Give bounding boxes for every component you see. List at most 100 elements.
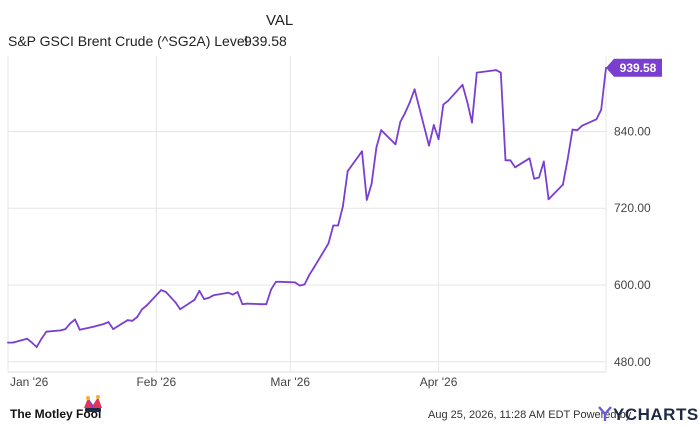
data-point xyxy=(174,301,177,304)
data-point xyxy=(208,296,210,299)
data-point xyxy=(538,176,540,179)
data-point xyxy=(480,71,483,73)
data-point xyxy=(533,177,536,180)
data-point xyxy=(399,120,402,123)
data-point xyxy=(102,323,105,325)
x-tick-label: Feb '26 xyxy=(136,375,176,389)
data-point xyxy=(74,318,76,321)
data-point xyxy=(112,328,115,331)
legend-series-value: 939.58 xyxy=(244,33,287,49)
data-point xyxy=(327,242,330,245)
legend-column-header: VAL xyxy=(266,12,294,29)
data-point xyxy=(93,325,96,328)
data-point xyxy=(313,266,316,268)
footer: Aug 25, 2026, 11:28 AM EDT Powered by YC… xyxy=(0,404,700,424)
data-point xyxy=(413,88,416,91)
line-chart: Jan '26 Feb '26 Mar '26 Apr '26 480.00 600.00… xyxy=(7,56,662,389)
data-point xyxy=(107,321,110,324)
data-point xyxy=(164,291,167,293)
motley-fool-logo-text: The Motley Fool xyxy=(10,407,102,421)
data-point xyxy=(308,273,311,276)
y-tick-label: 600.00 xyxy=(614,278,651,292)
data-point xyxy=(509,159,512,162)
data-point xyxy=(294,281,296,284)
data-point xyxy=(404,112,406,114)
data-point xyxy=(131,319,134,322)
last-value-badge: 939.58 xyxy=(606,58,662,77)
data-point xyxy=(499,71,502,74)
data-point xyxy=(437,138,440,141)
data-point xyxy=(595,118,598,121)
data-point xyxy=(298,284,301,287)
data-point xyxy=(466,101,469,103)
data-point xyxy=(236,291,239,293)
data-point xyxy=(203,298,206,300)
data-point xyxy=(69,322,72,325)
data-point xyxy=(471,121,473,124)
data-point xyxy=(270,288,273,291)
data-point xyxy=(31,341,33,344)
data-point xyxy=(571,128,574,131)
data-point xyxy=(375,146,378,149)
data-point xyxy=(59,329,62,332)
data-point xyxy=(337,224,339,227)
data-point xyxy=(461,83,464,86)
data-point xyxy=(528,157,531,160)
data-point xyxy=(11,341,14,344)
data-point xyxy=(566,158,569,160)
data-point xyxy=(40,337,43,340)
data-point xyxy=(212,294,215,297)
data-point xyxy=(495,69,497,71)
x-tick-label: Apr '26 xyxy=(420,375,458,389)
data-point xyxy=(241,303,244,306)
footer-timestamp: Aug 25, 2026, 11:28 AM EDT Powered by xyxy=(428,409,632,421)
data-point xyxy=(198,289,201,292)
data-point xyxy=(514,166,517,169)
data-point xyxy=(380,129,383,132)
grid xyxy=(7,56,607,373)
data-point xyxy=(442,103,445,106)
data-point xyxy=(169,296,172,299)
series-line xyxy=(8,67,607,348)
last-value-label: 939.58 xyxy=(620,61,657,75)
data-point xyxy=(26,337,29,340)
data-point xyxy=(231,293,234,296)
data-point xyxy=(581,124,583,127)
data-point xyxy=(547,198,550,201)
data-point xyxy=(97,324,100,327)
data-point xyxy=(141,308,143,311)
y-tick-label: 720.00 xyxy=(614,201,651,215)
data-point xyxy=(428,144,430,147)
data-point xyxy=(45,330,48,333)
x-tick-label: Jan '26 xyxy=(10,375,49,389)
y-tick-label: 840.00 xyxy=(614,124,651,138)
last-value-badge-shape xyxy=(606,58,662,77)
data-point xyxy=(341,205,344,208)
data-point xyxy=(361,150,363,153)
data-point xyxy=(246,302,249,305)
data-point xyxy=(78,328,81,331)
ycharts-logo-icon xyxy=(598,406,612,421)
x-tick-label: Mar '26 xyxy=(270,375,310,389)
data-point xyxy=(432,124,435,126)
data-point xyxy=(562,183,564,186)
data-point xyxy=(160,289,162,292)
data-point xyxy=(447,99,450,102)
jester-hat-icon xyxy=(84,395,102,412)
data-point xyxy=(126,319,129,322)
data-point xyxy=(227,291,229,294)
data-point xyxy=(179,308,182,311)
data-point xyxy=(576,129,579,132)
data-point xyxy=(370,183,373,185)
data-point xyxy=(260,303,263,306)
data-point xyxy=(408,101,411,103)
ycharts-brand: YCHARTS xyxy=(613,405,699,424)
data-point xyxy=(7,341,9,344)
data-point xyxy=(136,316,139,318)
legend-series-name: S&P GSCI Brent Crude (^SG2A) Level xyxy=(8,33,248,49)
data-point xyxy=(303,283,306,286)
series-layer xyxy=(7,66,607,348)
data-point xyxy=(279,280,282,283)
data-point xyxy=(145,304,148,307)
data-point xyxy=(475,71,478,74)
